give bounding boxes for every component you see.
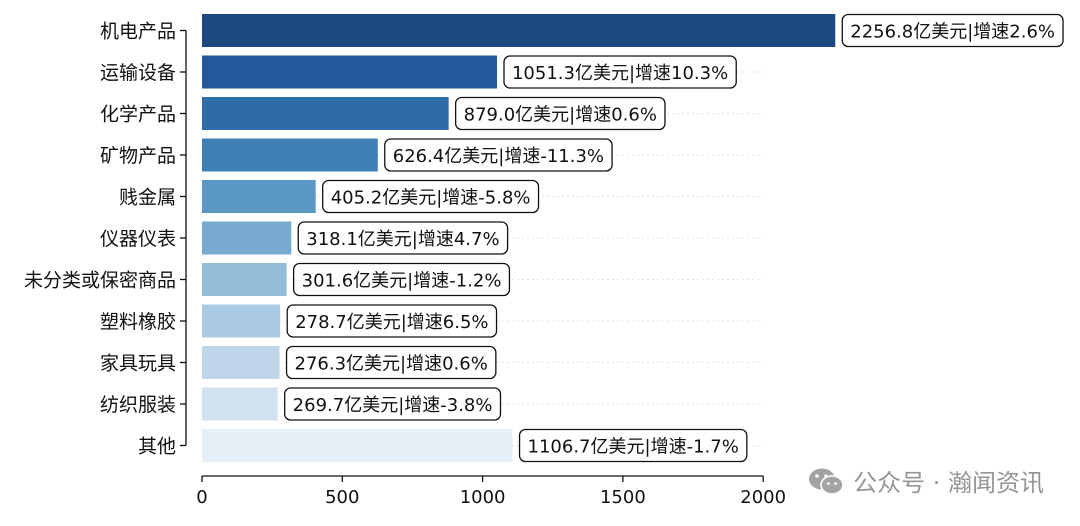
category-label: 家具玩具	[100, 353, 176, 375]
data-label-text: 269.7亿美元|增速-3.8%	[293, 395, 493, 416]
data-label-box	[286, 304, 498, 338]
bar	[202, 263, 287, 296]
wechat-icon	[809, 468, 844, 495]
bar	[202, 221, 292, 255]
watermark-text: 公众号 · 瀚闻资讯	[853, 469, 1044, 497]
bar	[202, 304, 281, 338]
category-label: 纺织服装	[100, 394, 176, 416]
data-label-box	[454, 96, 666, 131]
bar	[202, 97, 449, 130]
data-label-text: 879.0亿美元|增速0.6%	[464, 105, 657, 126]
x-tick-label: 1000	[460, 487, 506, 508]
category-label: 机电产品	[100, 21, 176, 43]
data-label-text: 1106.7亿美元|增速-1.7%	[528, 437, 739, 458]
data-label-box	[285, 345, 497, 380]
data-label-box	[503, 55, 737, 89]
category-label: 其他	[138, 436, 176, 458]
data-label-text: 278.7亿美元|增速6.5%	[295, 312, 488, 333]
data-label-box	[322, 179, 540, 214]
data-label-box	[384, 138, 613, 172]
x-tick-label: 0	[196, 487, 207, 508]
data-label: 301.6亿美元|增速-1.2%	[292, 262, 511, 297]
category-label: 运输设备	[100, 62, 176, 84]
x-tick-label: 2000	[740, 487, 786, 508]
watermark: 公众号 · 瀚闻资讯	[807, 463, 1044, 498]
data-label: 879.0亿美元|增速0.6%	[454, 96, 666, 131]
bar	[202, 55, 497, 89]
category-label: 仪器仪表	[100, 228, 176, 250]
data-label-box	[292, 262, 511, 297]
bar	[202, 346, 280, 379]
axes-layer: 0 500 1000 1500 2000 机电产品运输设备化学产品矿物产品贱金属仪器仪表未…	[24, 21, 786, 509]
x-tick-label: 500	[325, 487, 359, 508]
x-tick-label: 1500	[600, 487, 646, 508]
data-label-text: 626.4亿美元|增速-11.3%	[393, 146, 604, 167]
data-label-text: 318.1亿美元|增速4.7%	[306, 229, 499, 250]
category-label: 矿物产品	[100, 145, 176, 167]
data-label: 1051.3亿美元|增速10.3%	[503, 55, 737, 89]
data-label-box	[518, 428, 748, 463]
data-label: 278.7亿美元|增速6.5%	[286, 304, 498, 338]
data-label: 405.2亿美元|增速-5.8%	[322, 179, 540, 214]
data-label: 276.3亿美元|增速0.6%	[285, 345, 497, 380]
data-label-box	[284, 387, 502, 421]
data-label: 1106.7亿美元|增速-1.7%	[518, 428, 748, 463]
data-label-box	[297, 221, 509, 255]
data-label: 269.7亿美元|增速-3.8%	[284, 387, 502, 421]
bar	[202, 429, 513, 462]
data-label: 626.4亿美元|增速-11.3%	[384, 138, 613, 172]
bar	[202, 180, 316, 213]
data-label-text: 301.6亿美元|增速-1.2%	[302, 271, 502, 292]
bar	[202, 14, 836, 47]
category-label: 化学产品	[100, 104, 176, 126]
data-label: 318.1亿美元|增速4.7%	[297, 221, 509, 255]
data-label-text: 405.2亿美元|增速-5.8%	[331, 188, 531, 209]
data-label-box	[841, 13, 1064, 48]
data-labels-layer: 2256.8亿美元|增速2.6% 1051.3亿美元|增速10.3% 879.0亿美…	[284, 13, 1064, 463]
category-label: 塑料橡胶	[100, 311, 176, 333]
data-label-text: 2256.8亿美元|增速2.6%	[850, 22, 1055, 43]
data-label-text: 1051.3亿美元|增速10.3%	[512, 63, 728, 84]
bar	[202, 138, 378, 172]
data-label-text: 276.3亿美元|增速0.6%	[295, 354, 488, 375]
category-label: 未分类或保密商品	[24, 270, 176, 292]
bar	[202, 387, 278, 421]
category-label: 贱金属	[119, 187, 176, 209]
data-label: 2256.8亿美元|增速2.6%	[841, 13, 1064, 48]
